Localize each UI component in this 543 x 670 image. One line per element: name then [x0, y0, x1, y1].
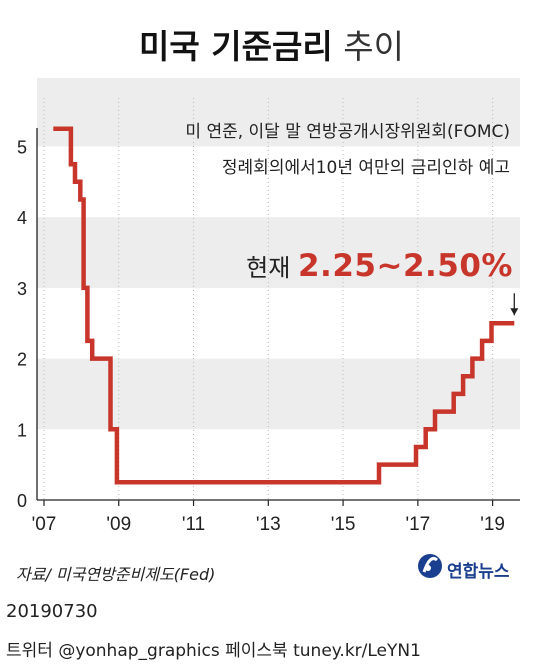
current-rate: 현재 2.25~2.50%	[246, 248, 513, 284]
x-tick-label-2: '11	[182, 514, 205, 535]
x-tick-label-1: '09	[106, 514, 131, 535]
social-links: 트위터 @yonhap_graphics 페이스북 tuney.kr/LeYN1	[6, 641, 421, 661]
x-tick-label-0: '07	[32, 514, 57, 535]
chart-y-ticks: 0 1 2 3 4 5	[17, 138, 27, 512]
x-tick-label-6: '19	[480, 514, 505, 535]
chart-x-ticks: '07 '09 '11 '13 '15 '17 '19	[32, 500, 505, 535]
chart-axes	[36, 128, 520, 501]
source-note: 자료/ 미국연방준비제도(Fed)	[16, 565, 216, 584]
date-stamp: 20190730	[6, 601, 98, 622]
chart-band-1	[37, 217, 520, 288]
chart-markers	[510, 293, 519, 316]
current-rate-value: 2.25~2.50%	[297, 248, 513, 284]
logo-text: 연합뉴스	[447, 562, 510, 582]
y-tick-label-3: 3	[17, 279, 27, 299]
chart-bands	[37, 78, 520, 430]
chart-band-0	[37, 78, 520, 147]
y-tick-label-4: 4	[17, 208, 27, 228]
y-tick-label-1: 1	[17, 420, 27, 440]
yonhap-logo-icon	[418, 554, 442, 578]
page-title: 미국 기준금리 추이	[0, 20, 543, 68]
x-tick-label-5: '17	[405, 514, 430, 535]
series-line-0	[53, 126, 515, 485]
x-tick-label-3: '13	[256, 514, 281, 535]
chart-band-2	[37, 358, 520, 430]
y-tick-label-5: 5	[17, 138, 27, 158]
annotation-line-2: 정례회의에서10년 여만의 금리인하 예고	[221, 158, 510, 178]
current-rate-label: 현재	[246, 254, 291, 282]
annotation-line-1: 미 연준, 이달 말 연방공개시장위원회(FOMC)	[185, 122, 510, 142]
y-tick-label-0: 0	[17, 491, 27, 511]
rate-chart: 0 1 2 3 4 5 '07 '09 '11 '13 '15 '17 '19	[17, 78, 520, 535]
x-tick-label-4: '15	[331, 514, 356, 535]
y-tick-label-2: 2	[17, 350, 27, 370]
title-main: 미국 기준금리	[139, 27, 333, 66]
title-sub: 추이	[343, 27, 404, 66]
chart-vgrid	[43, 98, 494, 500]
current-arrow-head	[510, 308, 519, 316]
chart-series	[53, 126, 515, 485]
